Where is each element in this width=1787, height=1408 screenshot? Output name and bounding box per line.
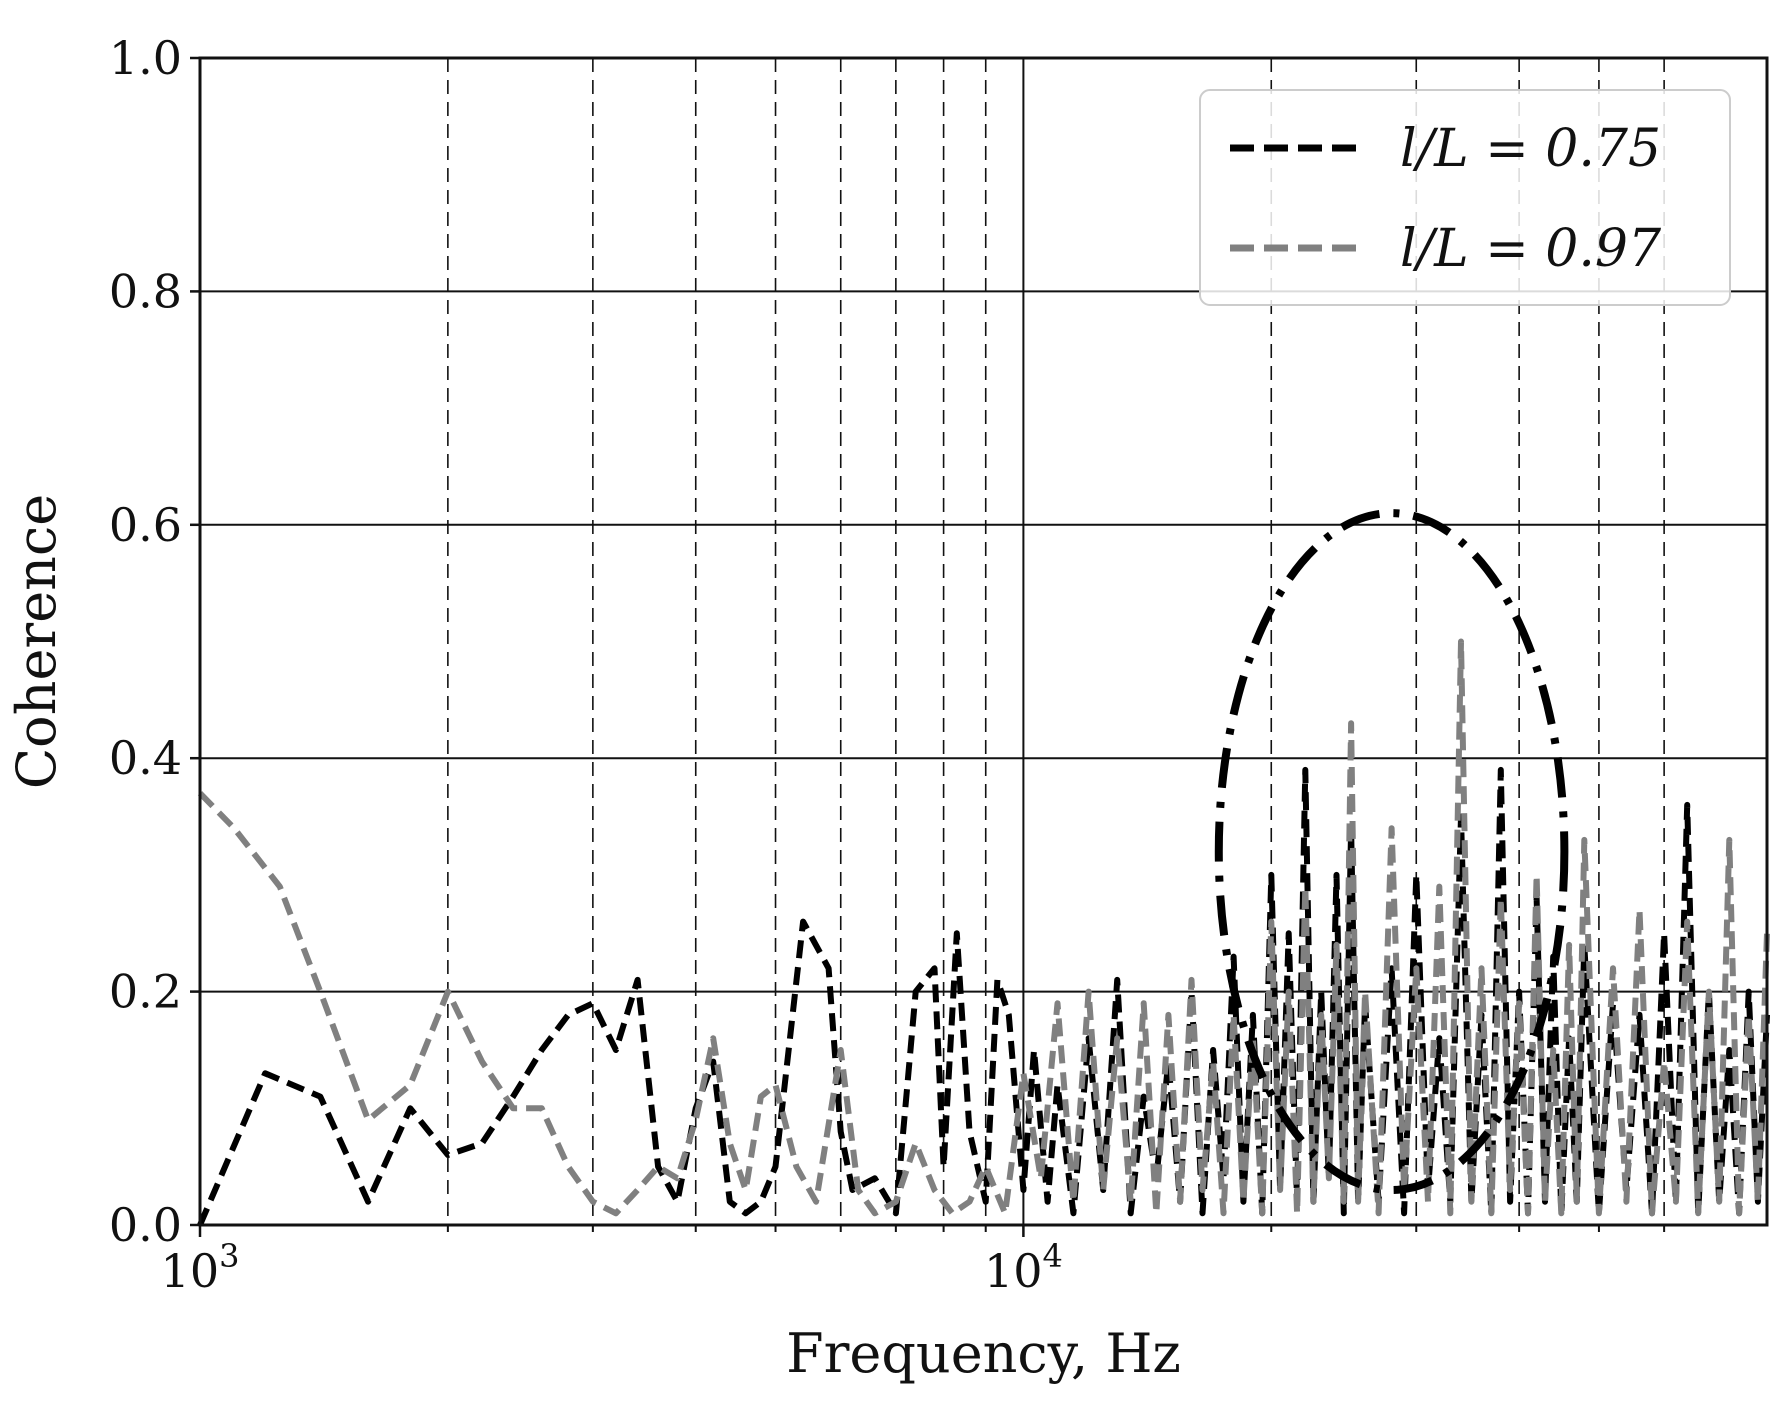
legend-label-series-1: l/L = 0.75 — [1400, 119, 1661, 179]
y-tick-label: 0.4 — [109, 731, 182, 785]
legend: l/L = 0.75 l/L = 0.97 — [1199, 89, 1731, 306]
y-tick-label: 0.6 — [109, 498, 182, 552]
plot-frame — [198, 56, 1769, 1227]
annotation-ellipse-outline — [1214, 509, 1569, 1194]
x-axis-label: Frequency, Hz — [786, 1322, 1181, 1385]
axis-ticks: 0.0 0.2 0.4 0.6 0.8 1.0 103 104 — [109, 31, 1666, 1298]
series-lines — [197, 638, 1770, 1227]
annotation-ellipse — [1214, 509, 1569, 1194]
x-tick-label: 104 — [984, 1237, 1063, 1298]
series-line-2 — [197, 638, 1770, 1217]
y-tick-label: 0.8 — [109, 264, 182, 318]
y-tick-label: 0.0 — [109, 1198, 182, 1252]
grid-lines — [200, 58, 1767, 1225]
x-tick-label: 103 — [161, 1237, 240, 1298]
y-axis-label: Coherence — [5, 494, 68, 789]
y-tick-label: 1.0 — [109, 31, 182, 85]
legend-label-series-2: l/L = 0.97 — [1400, 219, 1662, 279]
y-tick-label: 0.2 — [109, 965, 182, 1019]
